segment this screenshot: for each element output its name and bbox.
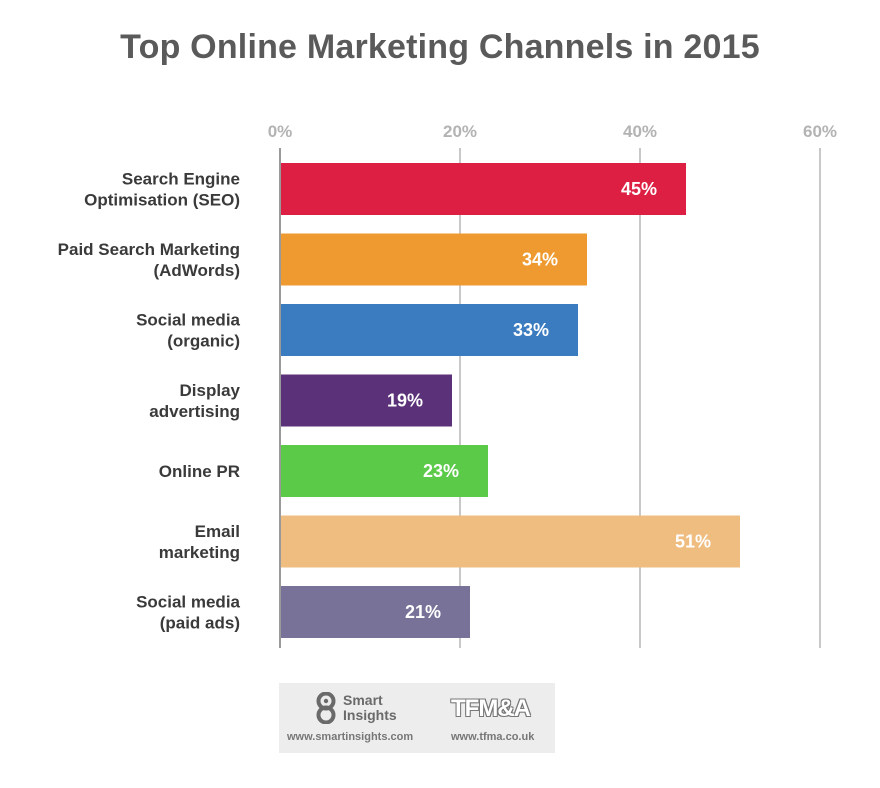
bar <box>281 233 587 286</box>
category-label: (AdWords) <box>153 261 240 280</box>
bar-chart: 0% 20% 40% 60% 45% Search Engine Optimisation … <box>58 122 837 648</box>
smartinsights-url: www.smartinsights.com <box>287 731 414 743</box>
chart-title: Top Online Marketing Channels in 2015 <box>120 28 760 66</box>
bar <box>281 304 578 356</box>
data-label: 34% <box>522 250 558 270</box>
x-tick-label: 60% <box>803 122 837 141</box>
bar <box>281 515 740 568</box>
category-label: (organic) <box>167 332 240 351</box>
x-tick-label: 0% <box>268 122 293 141</box>
data-label: 45% <box>621 179 657 199</box>
bar <box>281 374 452 427</box>
category-label: Paid Search Marketing <box>58 240 240 259</box>
x-tick-label: 20% <box>443 122 477 141</box>
smartinsights-mark-icon <box>316 692 336 724</box>
category-label: marketing <box>159 543 240 562</box>
category-label: Social media <box>136 311 240 330</box>
tfma-logo: TFM&A <box>451 695 531 722</box>
category-label: advertising <box>149 402 240 421</box>
data-label: 23% <box>423 461 459 481</box>
category-label: Social media <box>136 593 240 612</box>
smartinsights-name: Smart Insights <box>343 692 397 723</box>
data-label: 33% <box>513 320 549 340</box>
category-label: Email <box>195 522 240 541</box>
category-label: Display <box>180 381 241 400</box>
x-tick-label: 40% <box>623 122 657 141</box>
bar <box>281 445 488 497</box>
smartinsights-logo: Smart Insights <box>313 691 413 725</box>
category-label: Search Engine <box>122 170 240 189</box>
tfma-url: www.tfma.co.uk <box>451 731 535 743</box>
data-label: 51% <box>675 532 711 552</box>
data-label: 19% <box>387 391 423 411</box>
data-label: 21% <box>405 602 441 622</box>
bar <box>281 163 686 215</box>
category-label: Optimisation (SEO) <box>84 191 240 210</box>
category-label: (paid ads) <box>160 614 240 633</box>
category-label: Online PR <box>159 462 240 481</box>
sponsor-footer: Smart Insights www.smartinsights.com TFM… <box>279 683 555 753</box>
bar <box>281 586 470 638</box>
